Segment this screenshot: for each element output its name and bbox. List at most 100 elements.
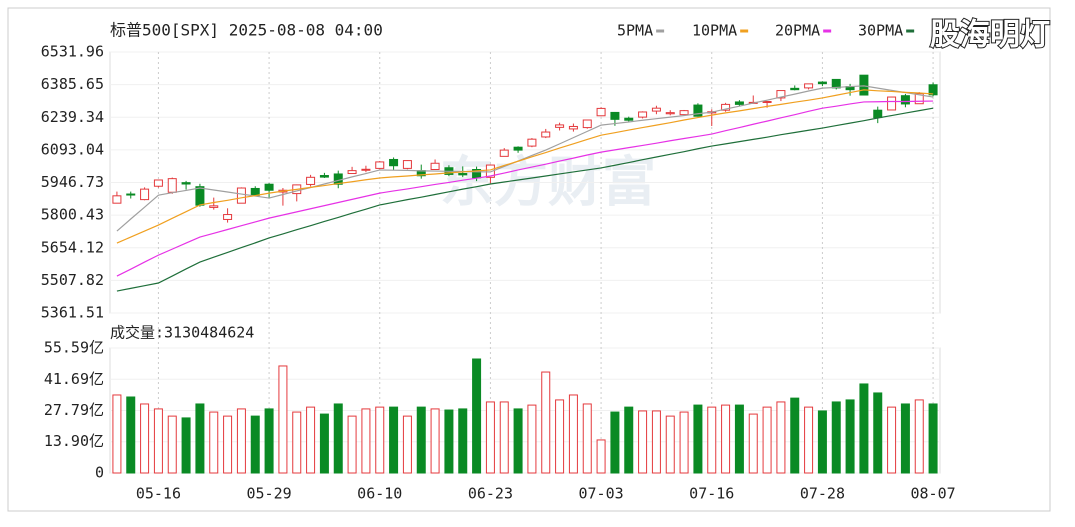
- volume-bar: [790, 397, 800, 474]
- x-tick-label: 06-10: [357, 485, 402, 503]
- volume-bar: [541, 371, 551, 474]
- candle-body: [306, 176, 316, 185]
- y-tick-label: 6385.65: [41, 75, 104, 93]
- volume-bar: [195, 403, 205, 474]
- candle-body: [375, 161, 385, 169]
- candle-body: [914, 93, 924, 105]
- volume-bar: [209, 411, 219, 474]
- volume-bar: [914, 399, 924, 474]
- candle-body: [347, 170, 357, 175]
- candle-body: [679, 110, 689, 116]
- volume-bar: [292, 411, 302, 474]
- volume-bar: [375, 406, 385, 474]
- volume-bar: [665, 415, 675, 474]
- candle-body: [264, 183, 274, 191]
- candle-body: [693, 104, 703, 117]
- volume-bar: [859, 383, 869, 474]
- candle-body: [430, 162, 440, 171]
- y-tick-label: 6239.34: [41, 108, 104, 126]
- volume-bar: [416, 406, 426, 474]
- candle-body: [167, 178, 177, 193]
- volume-bar: [817, 410, 827, 474]
- candle-body: [140, 188, 150, 201]
- volume-bar: [444, 409, 454, 474]
- candle-body: [499, 149, 509, 157]
- candle-body: [250, 187, 260, 196]
- ma-line: [116, 100, 934, 277]
- volume-bar: [278, 365, 288, 474]
- candle-body: [555, 124, 565, 128]
- candle-body: [790, 87, 800, 91]
- volume-bar: [389, 406, 399, 474]
- volume-bar: [126, 396, 136, 474]
- y-tick-label: 5654.12: [41, 238, 104, 256]
- candle-body: [541, 131, 551, 138]
- y-tick-label: 6093.04: [41, 140, 104, 158]
- candle-body: [817, 81, 827, 85]
- candle-body: [389, 158, 399, 167]
- volume-bar: [928, 403, 938, 474]
- y-tick-label: 0: [95, 464, 104, 482]
- volume-bar: [831, 401, 841, 474]
- candle-body: [638, 111, 648, 118]
- candle-body: [527, 138, 537, 147]
- candle-body: [458, 173, 468, 176]
- volume-bar: [845, 399, 855, 474]
- candle-body: [624, 117, 634, 121]
- volume-bar: [693, 404, 703, 474]
- x-tick-label: 07-03: [579, 485, 624, 503]
- volume-bar: [887, 406, 897, 474]
- candle-body: [195, 186, 205, 206]
- x-tick-label: 05-29: [247, 485, 292, 503]
- volume-bar: [402, 415, 412, 474]
- candle-body: [568, 125, 578, 130]
- legend-label: 5PMA: [617, 22, 653, 40]
- candle-body: [610, 111, 620, 120]
- volume-title: 成交量:3130484624: [110, 324, 254, 342]
- candle-body: [319, 175, 329, 178]
- volume-bar: [776, 401, 786, 474]
- candle-body: [873, 109, 883, 119]
- y-tick-label: 13.90亿: [44, 432, 104, 450]
- candle-body: [361, 168, 371, 171]
- candle-body: [665, 112, 675, 115]
- volume-bar: [485, 401, 495, 474]
- candle-body: [859, 74, 869, 96]
- y-tick-label: 5800.43: [41, 206, 104, 224]
- volume-bar: [582, 403, 592, 474]
- y-tick-label: 41.69亿: [44, 370, 104, 388]
- volume-bar: [748, 413, 758, 474]
- candle-body: [831, 78, 841, 89]
- volume-bar: [472, 358, 482, 474]
- volume-bar: [236, 408, 246, 474]
- candle-body: [112, 195, 122, 204]
- volume-bar: [223, 415, 233, 474]
- corner-label: 股海明灯: [930, 18, 1050, 53]
- candle-body: [776, 90, 786, 99]
- volume-bar: [167, 415, 177, 474]
- volume-bar: [610, 411, 620, 474]
- volume-bar: [707, 406, 717, 474]
- y-tick-label: 5946.73: [41, 173, 104, 191]
- volume-bar: [527, 404, 537, 474]
- volume-bar: [804, 406, 814, 474]
- candle-body: [887, 96, 897, 111]
- legend-label: 10PMA: [692, 22, 737, 40]
- candle-body: [582, 119, 592, 129]
- volume-bar: [734, 404, 744, 474]
- candle-body: [126, 193, 136, 196]
- volume-bar: [651, 410, 661, 474]
- x-tick-label: 07-16: [689, 485, 734, 503]
- x-tick-label: 06-23: [468, 485, 513, 503]
- y-tick-label: 6531.96: [41, 43, 104, 61]
- volume-bar: [306, 406, 316, 474]
- ma-line: [116, 89, 934, 244]
- candle-body: [209, 205, 219, 208]
- candle-body: [762, 100, 772, 103]
- y-tick-label: 5361.51: [41, 304, 104, 322]
- volume-bar: [140, 403, 150, 474]
- chart-title: 标普500[SPX] 2025-08-08 04:00: [110, 21, 383, 40]
- volume-bar: [513, 408, 523, 474]
- candle-body: [236, 187, 246, 204]
